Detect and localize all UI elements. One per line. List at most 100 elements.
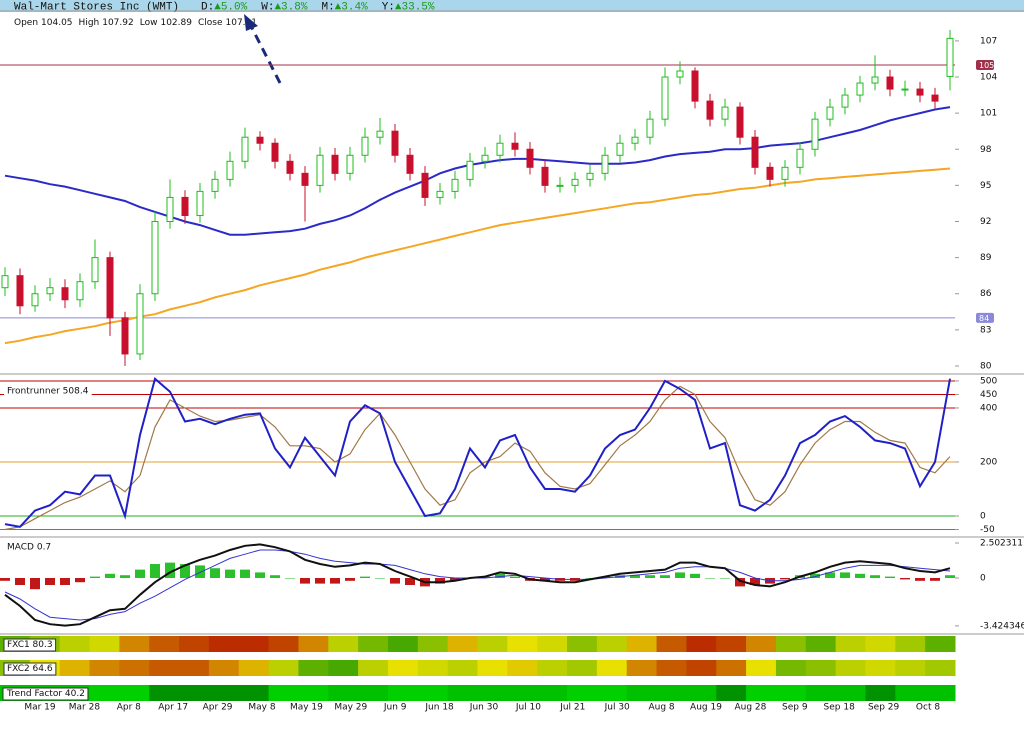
y-tick-label: 107 <box>980 36 997 46</box>
candle-body <box>736 106 744 138</box>
heat-cell <box>775 685 807 701</box>
x-tick-label: Jun 30 <box>469 703 499 713</box>
y-tick-label: 450 <box>980 390 997 400</box>
heat-cell <box>298 685 329 701</box>
macd-histogram-bar <box>240 569 250 579</box>
heat-cell <box>925 685 956 701</box>
macd-histogram-bar <box>705 578 715 579</box>
macd-histogram-bar <box>135 569 145 579</box>
heat-cell <box>149 636 180 652</box>
change-value: ▲33.5% <box>395 1 435 13</box>
candle-body <box>541 166 549 186</box>
heat-cell <box>119 660 150 676</box>
x-tick-label: Apr 17 <box>158 703 188 713</box>
candle-body <box>496 142 504 156</box>
x-tick-label: Jun 9 <box>383 703 407 713</box>
macd-histogram-bar <box>345 578 355 581</box>
candle-body <box>181 196 189 216</box>
macd-histogram-bar <box>315 578 325 584</box>
heat-cell <box>507 660 538 676</box>
heat-cell <box>656 685 687 701</box>
indicator-line <box>4 385 951 531</box>
heat-cell <box>179 660 210 676</box>
heat-cell <box>775 636 807 652</box>
candle-body <box>226 160 234 180</box>
ohlc-value: 104.05 <box>41 18 73 28</box>
candle-body <box>511 142 519 150</box>
ohlc-value: 107.21 <box>226 18 258 28</box>
candle-body <box>631 136 639 144</box>
candle-body <box>706 100 714 120</box>
candle-body <box>586 172 594 180</box>
macd-histogram-bar <box>180 564 190 579</box>
y-tick-label: 98 <box>980 145 992 155</box>
candle-body <box>721 106 729 120</box>
change-label: D: <box>201 1 214 13</box>
heat-cell <box>358 660 389 676</box>
candle-body <box>946 37 954 77</box>
heat-cell <box>925 660 956 676</box>
candle-body <box>106 257 114 319</box>
heat-cell <box>596 636 628 652</box>
macd-histogram-bar <box>780 578 790 580</box>
heat-cell <box>537 660 568 676</box>
macd-line <box>4 549 951 621</box>
x-tick-label: Jun 18 <box>424 703 454 713</box>
candle-body <box>136 293 144 355</box>
heat-cell <box>238 685 270 701</box>
heat-cell <box>656 636 687 652</box>
heat-cell <box>716 636 747 652</box>
heat-cell <box>746 685 777 701</box>
heat-cell <box>208 636 240 652</box>
candle-body <box>346 154 354 174</box>
macd-histogram-bar <box>390 578 400 584</box>
heat-cell <box>895 660 926 676</box>
pane-label: MACD 0.7 <box>7 543 51 553</box>
heat-cell <box>387 660 419 676</box>
pane-label-box <box>3 662 57 676</box>
heat-cell <box>716 660 747 676</box>
heat-cell <box>298 660 329 676</box>
candle-body <box>571 178 579 186</box>
macd-histogram-bar <box>645 575 655 579</box>
ohlc-label: Close <box>198 18 223 28</box>
macd-histogram-bar <box>300 578 310 584</box>
macd-histogram-bar <box>435 578 445 584</box>
candle-body <box>646 118 654 138</box>
candle-body <box>331 154 339 174</box>
heat-cell <box>656 660 687 676</box>
candle-body <box>916 88 924 96</box>
macd-histogram-bar <box>690 573 700 579</box>
candle-body <box>616 142 624 156</box>
macd-histogram-bar <box>840 572 850 579</box>
heat-cell <box>358 636 389 652</box>
change-value: ▲3.4% <box>335 1 368 13</box>
macd-histogram-bar <box>30 578 40 590</box>
pane-label: Frontrunner 508.4 <box>7 387 89 397</box>
macd-histogram-bar <box>870 575 880 579</box>
macd-histogram-bar <box>540 578 550 581</box>
heat-cell <box>119 636 150 652</box>
pane-label: FXC2 64.6 <box>7 664 53 674</box>
candle-body <box>871 76 879 84</box>
x-tick-label: May 29 <box>334 703 367 713</box>
candle-body <box>361 136 369 156</box>
heat-cell <box>387 685 419 701</box>
y-tick-label: 400 <box>980 403 997 413</box>
change-value: ▲5.0% <box>214 1 247 13</box>
x-tick-label: Apr 8 <box>117 703 141 713</box>
candle-body <box>151 220 159 295</box>
heat-cell <box>805 636 837 652</box>
heat-cell <box>686 660 717 676</box>
candle-body <box>31 293 39 307</box>
heat-cell <box>268 636 299 652</box>
heat-cell <box>447 636 478 652</box>
heat-cell <box>89 660 120 676</box>
heat-cell <box>775 660 807 676</box>
change-label: W: <box>261 1 274 13</box>
candle-body <box>61 287 69 301</box>
candle-body <box>16 275 24 307</box>
change-label: M: <box>321 1 334 13</box>
candle-body <box>421 172 429 198</box>
